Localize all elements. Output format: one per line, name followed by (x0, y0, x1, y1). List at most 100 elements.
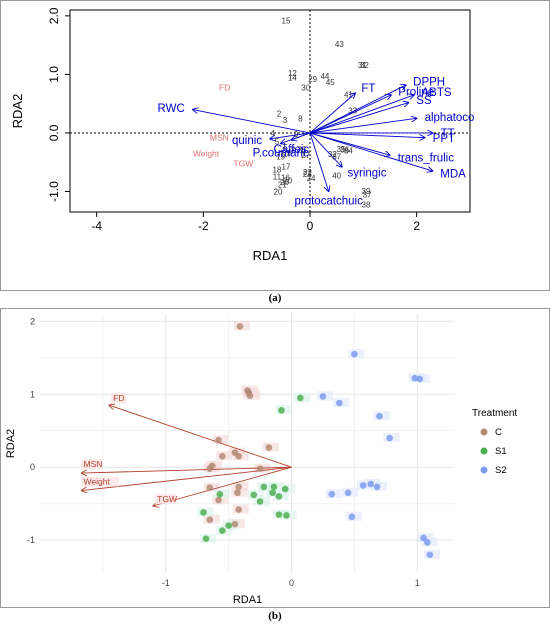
site-label: 44 (320, 72, 329, 81)
site-label: 25 (298, 145, 307, 154)
data-point-s1 (275, 511, 283, 518)
site-label: 40 (332, 172, 341, 181)
site-label: 6 (288, 148, 293, 157)
data-point-c (234, 489, 241, 497)
x-tick-label: -4 (91, 219, 102, 233)
vector-label-bg (111, 393, 127, 404)
data-point-s2 (359, 482, 367, 489)
x-axis-label: RDA1 (233, 594, 262, 606)
site-label: 18 (272, 165, 281, 174)
biplot-arrow (309, 118, 417, 134)
data-point-s1 (250, 491, 258, 499)
biplot-arrow-label: alphatoco (425, 112, 475, 124)
biplot-arrow-label: DPPH (413, 76, 445, 88)
biplot-arrow (309, 95, 414, 134)
vector-label-bg (81, 476, 120, 487)
site-label: 5 (275, 138, 280, 147)
response-variable-label: Weight (193, 148, 220, 158)
data-point-c (206, 484, 214, 491)
site-label: 26 (280, 178, 289, 187)
biplot-arrow (309, 103, 409, 134)
legend-marker (480, 447, 488, 455)
site-label: 27 (301, 151, 310, 160)
data-point-s2 (426, 551, 434, 559)
x-tick-label: 1 (415, 578, 420, 588)
y-axis-label: RDA2 (5, 429, 17, 458)
vector-label: MSN (84, 459, 103, 469)
site-label: 17 (282, 162, 291, 171)
data-point-c (265, 444, 273, 451)
site-label: 12 (288, 69, 297, 78)
data-point-c (206, 465, 214, 472)
vector-arrow (109, 405, 292, 468)
data-point-c (206, 516, 214, 524)
site-label: 15 (282, 17, 291, 26)
y-tick-label: 0.0 (47, 124, 61, 141)
biplot-arrow-label: Caffeic (274, 144, 310, 156)
site-label: 45 (326, 78, 335, 87)
data-point-c (231, 520, 239, 528)
biplot-arrow-label: ABTS (422, 87, 452, 99)
data-point-s1 (278, 407, 285, 414)
site-label: 10 (280, 149, 289, 158)
biplot-arrow (309, 132, 433, 171)
data-point-c (219, 452, 226, 460)
data-point-c (256, 465, 264, 472)
data-point-s2 (373, 483, 381, 491)
site-label: 1 (282, 142, 287, 151)
biplot-arrow-label: trans_frulic (398, 152, 454, 164)
response-variable-label: TGW (233, 158, 253, 168)
site-label: 32 (360, 61, 369, 70)
biplot-arrow (309, 132, 425, 138)
site-label: 39 (362, 187, 371, 196)
site-label: 29 (308, 75, 317, 84)
site-label: 43 (335, 40, 344, 49)
site-label: 32 (328, 150, 337, 159)
data-point-c (236, 323, 244, 330)
biplot-arrow-label: TT (441, 128, 455, 140)
legend-title: Treatment (472, 408, 517, 419)
site-label: 14 (288, 73, 297, 82)
data-point-s2 (420, 534, 427, 542)
rda-biplot-b: -1 0 1 -1 0 1 2 RDA1 RDA2 FD MSN Weight TGW Treatment… (0, 308, 550, 608)
data-point-c (215, 496, 222, 504)
x-axis-label: RDA1 (253, 248, 288, 263)
biplot-arrow-label: PPT (433, 133, 455, 145)
y-tick-label: 1.0 (47, 66, 61, 83)
data-point-s1 (283, 512, 290, 519)
site-label: 20 (283, 176, 292, 185)
data-point-c (235, 506, 242, 513)
site-label: 4 (270, 129, 275, 138)
biplot-arrow (270, 132, 311, 139)
legend-label: C (495, 427, 502, 438)
legend-marker (480, 466, 488, 474)
biplot-arrow-label: FT (361, 83, 375, 95)
site-label: 36 (340, 145, 349, 154)
y-tick-label: 1 (30, 389, 35, 399)
site-label: 22 (303, 168, 312, 177)
biplot-arrow (291, 132, 311, 140)
site-label: 2 (277, 110, 282, 119)
data-point-c (215, 436, 222, 444)
site-label: 31 (358, 61, 367, 70)
data-point-s1 (297, 394, 304, 402)
data-point-s1 (256, 498, 264, 505)
response-variable-label: MSN (210, 133, 229, 143)
data-point-s1 (281, 485, 289, 493)
panel-label-b: (b) (268, 610, 282, 622)
data-point-s1 (260, 483, 268, 491)
vector-label-bg (81, 459, 103, 470)
site-label: 37 (363, 190, 372, 199)
x-tick-label: -2 (198, 219, 209, 233)
data-point-c (245, 389, 253, 397)
x-tick-label: 0 (307, 219, 314, 233)
y-tick-label: 2 (30, 316, 35, 326)
site-label: 24 (307, 174, 316, 183)
panel-label-a: (a) (268, 292, 282, 304)
y-axis-label: RDA2 (10, 94, 25, 129)
biplot-arrow-label: syringic (347, 168, 386, 180)
biplot-arrow (193, 110, 311, 134)
data-point-s2 (336, 399, 343, 407)
data-point-s1 (219, 527, 226, 534)
biplot-arrow (309, 132, 342, 167)
